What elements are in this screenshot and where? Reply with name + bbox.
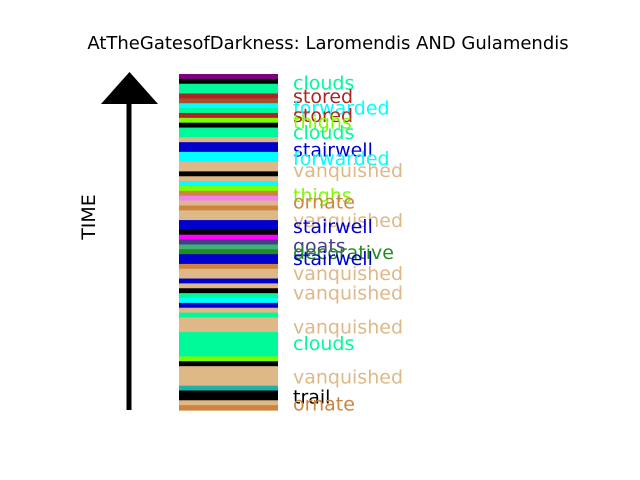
stripe-stairwell — [179, 220, 278, 226]
stripe-trail — [179, 390, 278, 396]
stripe-vanquished — [179, 400, 278, 406]
word-label-vanquished: vanquished — [293, 160, 403, 182]
stripe-clouds — [179, 351, 278, 358]
stripe-forwarded — [179, 156, 278, 163]
stripe-ornate — [179, 205, 278, 211]
stripe-vanquished — [179, 283, 278, 289]
chart-title: AtTheGatesofDarkness: Laromendis AND Gul… — [87, 33, 568, 54]
stripe-vanquished — [179, 371, 278, 377]
time-axis-arrowhead — [101, 72, 158, 104]
word-label-clouds: clouds — [293, 122, 354, 144]
stripe-stairwell — [179, 278, 278, 284]
stripe-stairwell — [179, 224, 278, 231]
word-labels: cloudsstoredforwardedstoredthighscloudss… — [293, 72, 403, 415]
stripe-seagreen — [179, 244, 278, 250]
word-label-goats: goats — [293, 235, 346, 257]
stripe-vanquished — [179, 166, 278, 172]
stripe-vanquished — [179, 307, 278, 314]
word-label-trail: trail — [293, 387, 330, 409]
word-label-vanquished: vanquished — [293, 263, 403, 285]
word-label-forwarded: forwarded — [293, 98, 390, 120]
stripe-thighs — [179, 117, 278, 124]
word-label-clouds: clouds — [293, 72, 354, 94]
stripe-vanquished — [179, 327, 278, 333]
stripe-stairwell — [179, 142, 278, 148]
stripe-forwarded — [179, 151, 278, 158]
stripe-ornate — [179, 405, 278, 411]
word-label-ornate: ornate — [293, 192, 355, 214]
word-label-vanquished: vanquished — [293, 317, 403, 339]
stripe-clouds — [179, 83, 278, 90]
word-label-forwarded: forwarded — [293, 148, 390, 170]
stripe-trail — [179, 171, 278, 177]
stripe-stairwell — [179, 302, 278, 309]
stripe-vanquished — [179, 322, 278, 328]
stripe-stairwell — [179, 259, 278, 265]
stripe-trail — [179, 288, 278, 294]
stripe-stairwell — [179, 147, 278, 153]
stripe-thighs — [179, 186, 278, 192]
word-label-stored: stored — [293, 86, 353, 108]
stripe-vanquished — [179, 176, 278, 182]
stripe-clouds — [179, 312, 278, 319]
stripe-clouds — [179, 346, 278, 353]
stripe-teal — [179, 385, 278, 392]
stripe-vanquished — [179, 317, 278, 323]
stripe-stairwell — [179, 254, 278, 260]
stripe-vanquished — [179, 137, 278, 143]
stripe-forwarded — [179, 298, 278, 304]
stripe-clouds — [179, 293, 278, 299]
stripe-trail — [179, 361, 278, 367]
stripe-vanquished — [179, 268, 278, 275]
word-label-stairwell: stairwell — [293, 248, 373, 270]
word-label-vanquished: vanquished — [293, 366, 403, 388]
stripe-vanquished — [179, 380, 278, 387]
stripe-clouds — [179, 108, 278, 114]
stripe-brown — [179, 98, 278, 104]
stripe-stored — [179, 112, 278, 119]
stripe-purple — [179, 74, 278, 80]
stripe-forwarded — [179, 181, 278, 187]
stripe-clouds — [179, 341, 278, 348]
stripe-vanquished — [179, 161, 278, 168]
stripe-clouds — [179, 88, 278, 95]
word-label-clouds: clouds — [293, 333, 354, 355]
stripe-clouds — [179, 127, 278, 134]
stripe-trail — [179, 122, 278, 129]
stripe-vanquished — [179, 215, 278, 221]
word-label-vanquished: vanquished — [293, 282, 403, 304]
word-label-stairwell: stairwell — [293, 216, 373, 238]
stripe-trail — [179, 229, 278, 236]
time-axis — [101, 72, 158, 410]
stripe-vanquished — [179, 200, 278, 207]
stripe-vanquished — [179, 210, 278, 216]
word-label-ornate: ornate — [293, 393, 355, 415]
stripe-clouds — [179, 332, 278, 338]
stripe-decorative — [179, 249, 278, 255]
stripe-clouds — [179, 336, 278, 343]
stripe-ornate — [179, 263, 278, 270]
stripe-ornate — [179, 190, 278, 197]
stripe-vanquished — [179, 273, 278, 280]
word-label-decorative: decorative — [293, 242, 394, 264]
stripe-forwarded — [179, 103, 278, 109]
stripe-trail — [179, 78, 278, 85]
word-label-vanquished: vanquished — [293, 210, 403, 232]
stripe-thighs — [179, 356, 278, 362]
y-axis-label: TIME — [78, 194, 100, 241]
stripe-stored — [179, 93, 278, 99]
stripe-violet — [179, 195, 278, 202]
word-label-stored: stored — [293, 105, 353, 127]
word-label-stairwell: stairwell — [293, 140, 373, 162]
stripe-vanquished — [179, 366, 278, 372]
word-label-thighs: thighs — [293, 112, 352, 134]
stripe-goats — [179, 239, 278, 246]
stripe-clouds — [179, 132, 278, 138]
stripe-vanquished — [179, 375, 278, 382]
word-label-thighs: thighs — [293, 185, 352, 207]
stripe-trail — [179, 395, 278, 401]
stripe-bar — [179, 74, 278, 411]
stripe-magenta — [179, 234, 278, 241]
